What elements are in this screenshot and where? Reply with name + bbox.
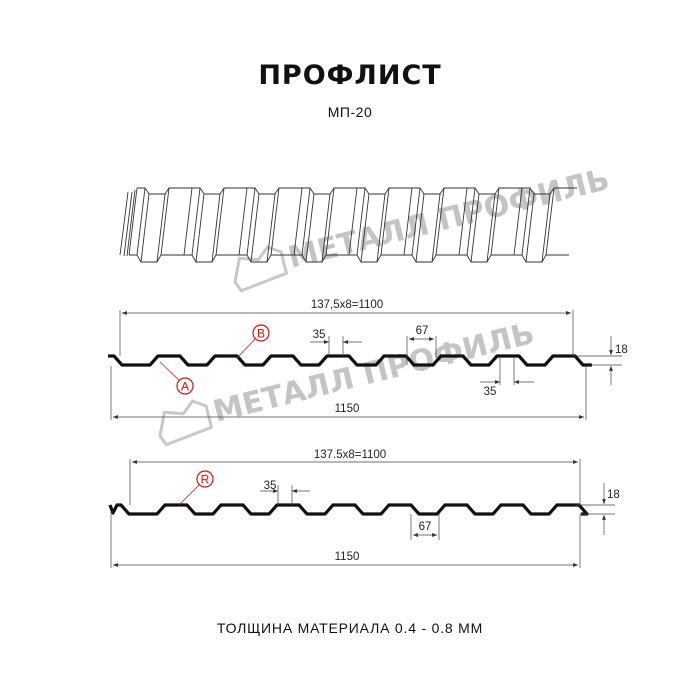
sheet-edge xyxy=(293,187,335,263)
valley-dimension: 67 xyxy=(416,325,429,337)
pitch-dimension: 137.5x8=1100 xyxy=(314,449,386,461)
sheet-edge xyxy=(128,187,170,263)
sheet-edge xyxy=(357,187,412,195)
sheet-edge xyxy=(349,254,404,263)
profile-section-1 xyxy=(108,354,592,367)
sheet-edge xyxy=(514,254,569,263)
logo-icon xyxy=(233,245,289,293)
sheet-edge xyxy=(302,187,357,195)
sheet-edge xyxy=(294,254,349,263)
width-dimension: 1150 xyxy=(335,403,360,415)
callout-a: A xyxy=(159,361,194,395)
sheet-edge xyxy=(522,187,577,195)
logo-icon xyxy=(158,399,214,447)
material-thickness: ТОЛЩИНА МАТЕРИАЛА 0.4 - 0.8 ММ xyxy=(216,620,484,636)
sheet-edge xyxy=(458,187,500,263)
sheet-edge xyxy=(184,254,239,263)
sheet-edge xyxy=(513,187,555,263)
svg-text:МЕТАЛЛ ПРОФИЛЬ: МЕТАЛЛ ПРОФИЛЬ xyxy=(285,162,613,276)
sheet-edge xyxy=(192,187,247,195)
sheet-edge xyxy=(403,187,445,263)
page-title: ПРОФЛИСТ xyxy=(258,60,442,91)
svg-text:A: A xyxy=(181,380,189,394)
sheet-edge xyxy=(183,187,225,263)
callout-r: R xyxy=(178,470,214,506)
svg-text:R: R xyxy=(201,473,210,487)
model-name: МП-20 xyxy=(327,104,373,120)
sheet-3d-illustration xyxy=(119,187,577,263)
sheet-edge xyxy=(119,189,136,257)
profile-section-2 xyxy=(108,503,589,516)
svg-text:B: B xyxy=(257,327,265,341)
pitch-dimension: 137,5x8=1100 xyxy=(311,299,383,311)
valley-dimension: 67 xyxy=(419,521,432,533)
sheet-edge xyxy=(459,254,514,263)
profile-drawing-1: 137,5x8=1100 1150 35 67 35 18 A B xyxy=(108,299,628,420)
watermark-2: МЕТАЛЛ ПРОФИЛЬ xyxy=(158,316,538,447)
rib-top-dimension: 35 xyxy=(264,480,277,492)
sheet-edge xyxy=(412,187,467,195)
sheet-edge xyxy=(239,254,294,263)
sheet-edge xyxy=(404,254,459,263)
callout-b: B xyxy=(236,324,270,359)
watermark-1: МЕТАЛЛ ПРОФИЛЬ xyxy=(233,162,613,293)
height-dimension: 18 xyxy=(607,489,620,501)
sheet-edge xyxy=(129,254,184,263)
sheet-edge xyxy=(247,187,302,195)
sheet-edge xyxy=(137,187,192,195)
sheet-edge xyxy=(238,187,280,263)
sheet-edge xyxy=(467,187,522,195)
width-dimension: 1150 xyxy=(335,551,360,563)
rib-bottom-dimension: 35 xyxy=(484,386,497,398)
sheet-edge xyxy=(348,187,390,263)
height-dimension: 18 xyxy=(615,344,628,356)
rib-top-dimension: 35 xyxy=(313,329,326,341)
profile-drawing-2: 137.5x8=1100 1150 35 67 18 R xyxy=(108,449,620,568)
